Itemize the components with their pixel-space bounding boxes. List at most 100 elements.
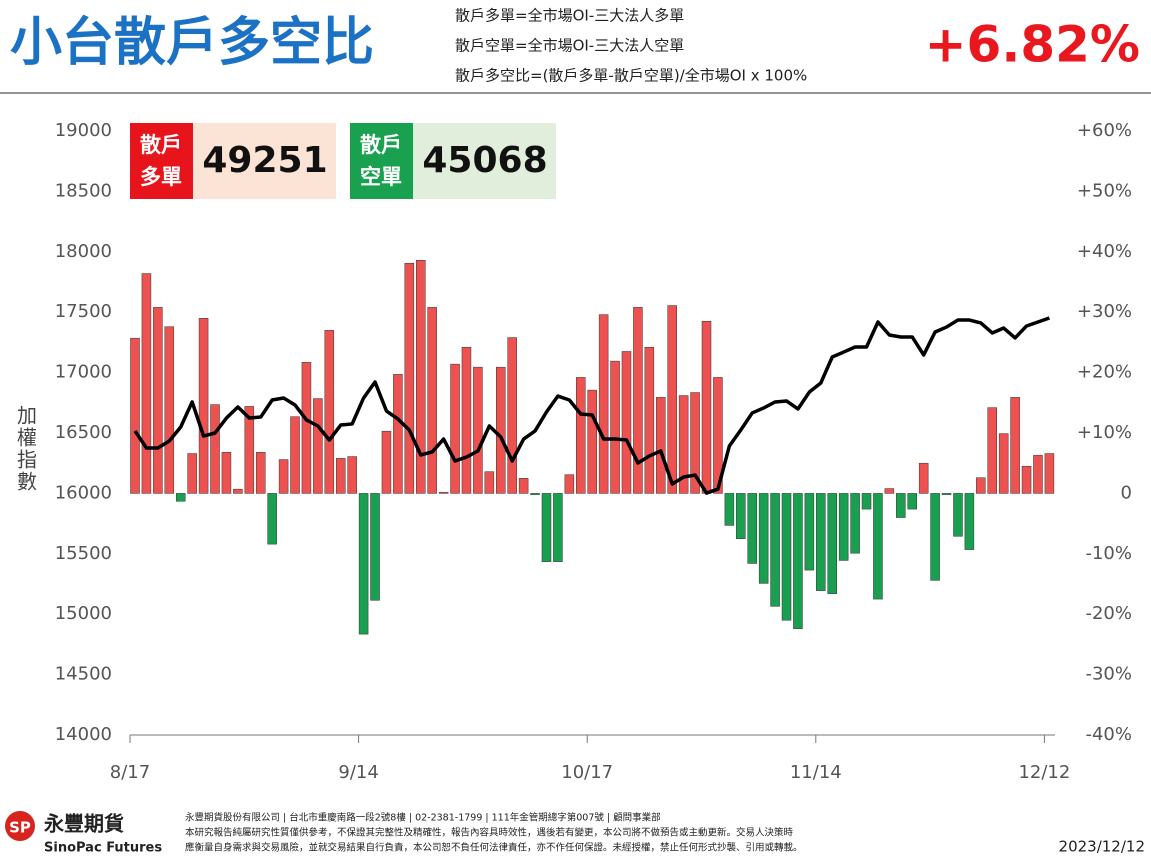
bar xyxy=(610,360,620,494)
bar xyxy=(564,474,575,494)
bar xyxy=(793,493,803,629)
bar xyxy=(838,493,849,561)
bar xyxy=(804,493,815,571)
bar xyxy=(747,493,757,564)
y2-tick-label: -20% xyxy=(1085,603,1132,624)
bar xyxy=(473,366,483,494)
disclaimer: 永豐期貨股份有限公司 | 台北市重慶南路一段2號8樓 | 02-2381-179… xyxy=(185,812,661,824)
box-value-bg xyxy=(413,123,556,199)
box-label-bg xyxy=(350,123,413,199)
bar xyxy=(381,430,392,494)
y-tick-label: 14500 xyxy=(55,664,112,685)
bar xyxy=(393,374,403,494)
bar xyxy=(941,493,952,495)
bar xyxy=(427,307,437,494)
brand: 永豐期貨 xyxy=(43,812,124,836)
box-label: 空單 xyxy=(360,165,402,189)
bar xyxy=(507,337,517,494)
y-tick-label: 19000 xyxy=(55,120,112,141)
bar xyxy=(518,478,529,494)
bar xyxy=(633,307,643,494)
bar xyxy=(130,337,140,494)
bar xyxy=(713,377,723,494)
y-tick-label: 16500 xyxy=(55,422,112,443)
disclaimer: 應衡量自身需求與交易風險，並就交易結果自行負責，本公司恕不負任何法律責任，亦不作… xyxy=(185,842,803,854)
y-tick-label: 17500 xyxy=(55,301,112,322)
bar xyxy=(781,493,792,621)
logo xyxy=(5,811,35,841)
bar xyxy=(301,362,312,494)
bar xyxy=(1044,453,1055,494)
bar xyxy=(701,321,712,494)
bar xyxy=(370,493,380,601)
bar xyxy=(141,273,152,494)
bar xyxy=(244,406,255,494)
logo-mark: SP xyxy=(9,819,31,837)
bar xyxy=(690,392,700,494)
bar xyxy=(953,493,963,537)
bar xyxy=(850,493,860,554)
bar xyxy=(335,458,346,494)
bar xyxy=(530,493,540,495)
bar xyxy=(221,452,232,494)
bar xyxy=(198,317,209,494)
bar xyxy=(656,397,666,494)
y2-tick-label: +50% xyxy=(1077,180,1132,201)
bar xyxy=(873,493,883,600)
bar xyxy=(553,493,563,562)
bar xyxy=(621,351,632,494)
bar xyxy=(187,453,197,494)
bar xyxy=(290,416,300,494)
y2-tick-label: +10% xyxy=(1077,422,1132,443)
y2-tick-label: +40% xyxy=(1077,241,1132,262)
bar xyxy=(1021,465,1032,494)
bar xyxy=(541,493,552,562)
bar xyxy=(164,326,175,494)
bar xyxy=(278,459,289,494)
note: 散戶空單=全市場OI-三大法人空單 xyxy=(455,37,684,55)
note: 散戶多單=全市場OI-三大法人多單 xyxy=(455,7,684,25)
y-tick-label: 17000 xyxy=(55,362,112,383)
bar xyxy=(324,330,335,494)
box-value: 45068 xyxy=(422,140,547,181)
y2-tick-label: -40% xyxy=(1085,724,1132,745)
bar xyxy=(587,389,597,494)
bar xyxy=(987,407,997,494)
bar xyxy=(347,456,357,494)
bar xyxy=(678,395,689,494)
bar xyxy=(644,346,655,494)
y2-tick-label: 0 xyxy=(1121,482,1132,503)
y2-tick-label: -30% xyxy=(1085,664,1132,685)
x-tick-label: 8/17 xyxy=(110,762,150,783)
disclaimer: 本研究報告純屬研究性質僅供參考，不保證其完整性及精確性，報告內容具時效性，遇後若… xyxy=(185,827,794,839)
bar xyxy=(1033,455,1043,494)
box-label: 多單 xyxy=(140,165,182,189)
box-value: 49251 xyxy=(202,140,327,181)
y2-tick-label: +30% xyxy=(1077,301,1132,322)
y-tick-label: 18500 xyxy=(55,180,112,201)
bar xyxy=(153,307,163,494)
bar xyxy=(998,433,1009,494)
brand-en: SinoPac Futures xyxy=(44,841,162,856)
box-label: 散戶 xyxy=(360,133,402,157)
bar xyxy=(598,314,609,494)
bar xyxy=(976,477,986,494)
box-label: 散戶 xyxy=(140,133,182,157)
bar xyxy=(416,260,426,494)
bar xyxy=(267,493,277,545)
index-line xyxy=(133,316,1050,495)
bar xyxy=(461,346,472,494)
x-tick-label: 9/14 xyxy=(338,762,378,783)
date: 2023/12/12 xyxy=(1059,838,1145,856)
bar xyxy=(930,493,940,581)
bar xyxy=(210,404,220,494)
bar xyxy=(907,493,917,510)
bar xyxy=(175,493,186,502)
bar xyxy=(484,471,495,494)
y-tick-label: 18000 xyxy=(55,241,112,262)
bar xyxy=(861,493,872,510)
bar xyxy=(313,398,323,494)
y-tick-label: 14000 xyxy=(55,724,112,745)
bar xyxy=(233,488,243,494)
